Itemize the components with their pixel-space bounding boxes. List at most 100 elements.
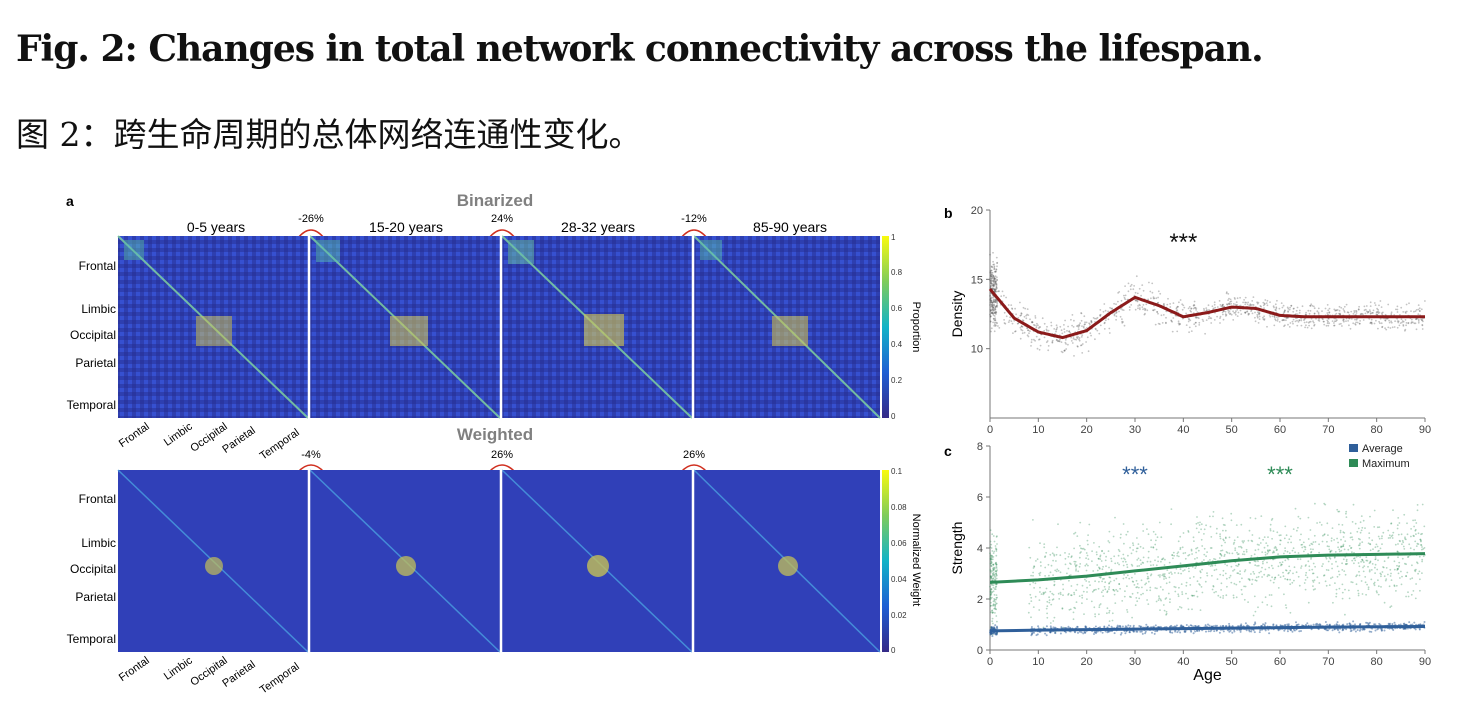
- data-point: [1342, 543, 1345, 546]
- change-arrow-icon: [680, 464, 708, 473]
- data-point: [992, 276, 995, 279]
- data-point: [1022, 319, 1025, 322]
- data-point: [1343, 532, 1346, 534]
- data-point: [989, 315, 992, 318]
- data-point: [1182, 570, 1184, 572]
- data-point: [992, 318, 995, 320]
- data-point: [1341, 545, 1343, 548]
- data-point: [1077, 570, 1080, 573]
- data-point: [1140, 630, 1143, 633]
- data-point: [1358, 305, 1360, 308]
- data-point: [1251, 312, 1254, 315]
- data-point: [1157, 290, 1160, 293]
- data-point: [1136, 565, 1139, 567]
- data-point: [1030, 600, 1033, 602]
- data-point: [1406, 533, 1409, 536]
- data-point: [1118, 550, 1121, 553]
- data-point: [1067, 567, 1070, 570]
- data-point: [1224, 537, 1227, 540]
- data-point: [1259, 542, 1262, 544]
- data-point: [1156, 311, 1158, 313]
- data-point: [1264, 568, 1267, 571]
- cbar-w-tick: 0.04: [891, 575, 907, 584]
- data-point: [1038, 348, 1041, 351]
- data-point: [1283, 311, 1286, 313]
- data-point: [1169, 303, 1171, 305]
- data-point: [1034, 317, 1037, 319]
- data-point: [1417, 321, 1420, 324]
- data-point: [1135, 547, 1138, 550]
- data-point: [1039, 542, 1041, 545]
- data-point: [1256, 543, 1259, 546]
- data-point: [1198, 583, 1200, 585]
- data-point: [1363, 309, 1366, 312]
- data-point: [992, 604, 994, 607]
- data-point: [992, 297, 994, 299]
- data-point: [1150, 573, 1153, 576]
- data-point: [1135, 275, 1138, 278]
- data-point: [1292, 318, 1295, 321]
- data-point: [1108, 609, 1111, 612]
- data-point: [1389, 537, 1392, 539]
- data-point: [1068, 330, 1070, 333]
- data-point: [1283, 325, 1285, 328]
- data-point: [1244, 311, 1247, 314]
- data-point: [1283, 593, 1285, 596]
- data-point: [1295, 571, 1298, 574]
- data-point: [1155, 297, 1158, 300]
- average-fit-line: [989, 625, 1426, 633]
- data-point: [1344, 573, 1347, 576]
- data-point: [993, 573, 995, 576]
- data-point: [1070, 563, 1072, 565]
- weighted-title: Weighted: [457, 425, 533, 444]
- data-point: [1193, 594, 1196, 597]
- data-point: [1359, 556, 1361, 558]
- data-point: [1355, 319, 1358, 321]
- data-point: [1253, 560, 1256, 563]
- data-point: [1154, 630, 1157, 633]
- data-point: [1357, 527, 1360, 530]
- data-point: [1030, 338, 1033, 341]
- data-point: [1113, 590, 1116, 592]
- data-point: [1211, 574, 1213, 577]
- data-point: [1007, 321, 1010, 323]
- data-point: [1152, 546, 1155, 549]
- data-point: [1423, 621, 1426, 623]
- data-point: [1230, 581, 1233, 584]
- data-point: [1313, 323, 1316, 326]
- data-point: [1213, 569, 1216, 572]
- data-point: [1219, 553, 1222, 555]
- data-point: [1228, 310, 1231, 313]
- data-point: [1147, 575, 1149, 578]
- data-point: [1135, 597, 1138, 599]
- data-point: [1352, 313, 1355, 315]
- data-point: [1358, 322, 1361, 325]
- data-point: [1338, 523, 1340, 526]
- data-point: [990, 279, 993, 282]
- data-point: [1083, 315, 1086, 318]
- data-point: [995, 570, 997, 572]
- data-point: [993, 303, 995, 306]
- data-point: [1214, 624, 1217, 627]
- data-point: [1117, 300, 1119, 303]
- data-point: [1295, 621, 1297, 624]
- data-point: [1108, 327, 1111, 330]
- data-point: [1136, 547, 1139, 550]
- data-point: [1031, 321, 1034, 324]
- data-point: [1191, 595, 1194, 597]
- data-point: [996, 627, 999, 630]
- data-point: [1134, 604, 1137, 607]
- data-point: [1082, 590, 1085, 593]
- data-point: [1152, 309, 1155, 312]
- data-point: [1030, 626, 1033, 628]
- data-point: [1075, 565, 1077, 568]
- data-point: [1421, 328, 1424, 330]
- data-point: [994, 283, 996, 286]
- data-point: [1097, 557, 1100, 560]
- data-point: [1060, 341, 1063, 343]
- data-point: [994, 312, 997, 315]
- data-point: [1300, 630, 1302, 632]
- data-point: [1113, 302, 1115, 305]
- data-point: [1218, 631, 1221, 634]
- data-point: [989, 277, 992, 280]
